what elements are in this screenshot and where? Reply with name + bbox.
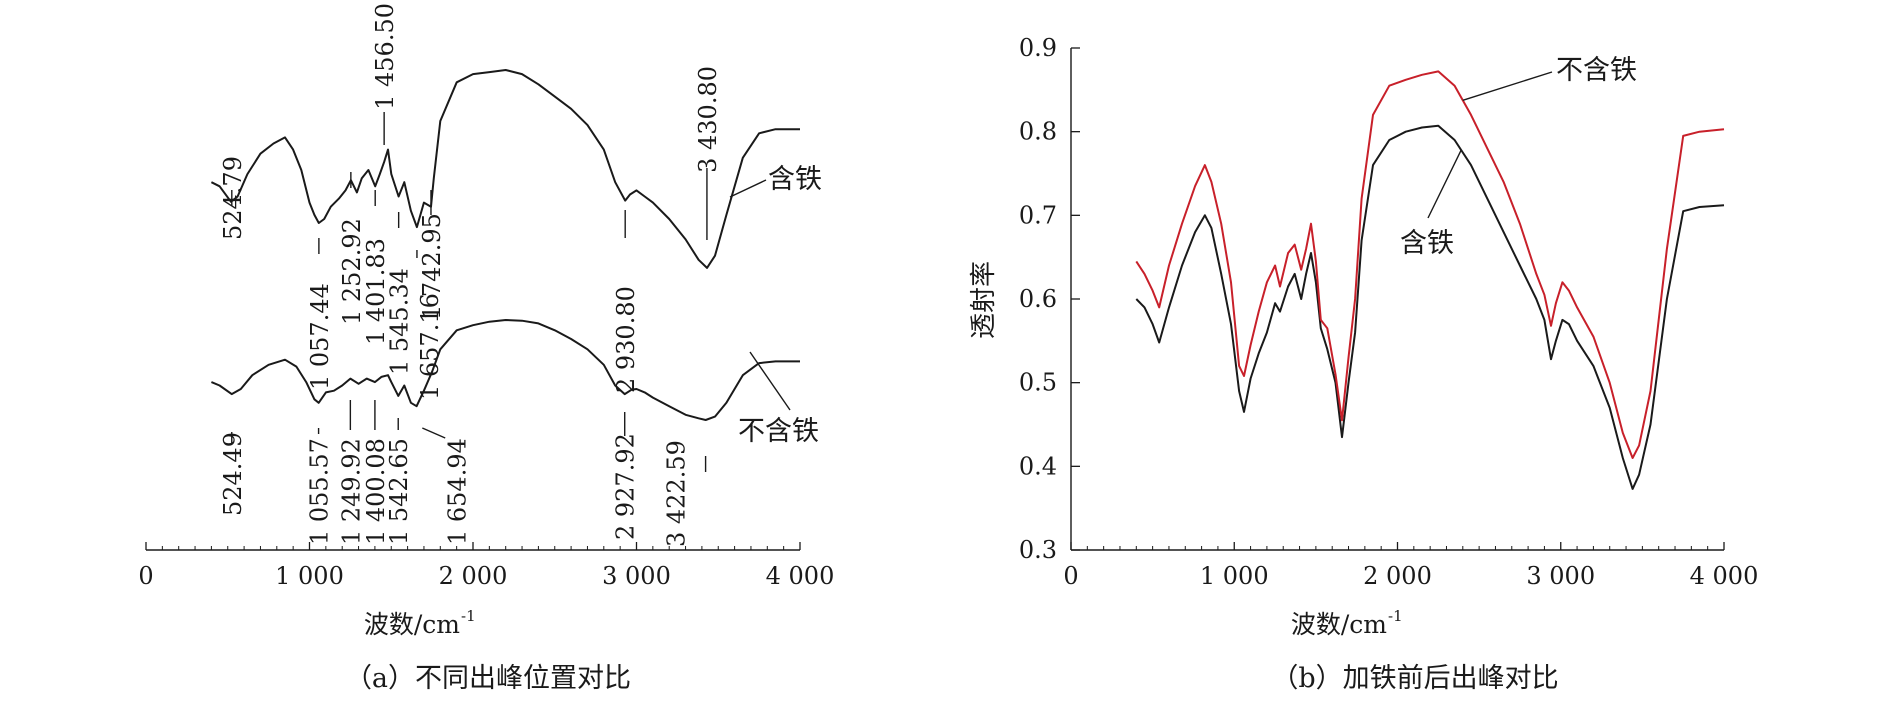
panel-b-series-label-leader — [1427, 149, 1462, 219]
panel-a-peak-label: 3 422.59 — [663, 440, 691, 547]
panel-a-plot: 524.79 1 057.441 252.921 401.83 1 456.50 1 … — [210, 3, 822, 547]
panel-a: 524.79 1 057.441 252.921 401.83 1 456.50 1 … — [138, 3, 834, 694]
panel-a-x-axis-label: 波数/cm -1 — [364, 607, 476, 639]
panel-a-x-ticks: 0 1 000 2 000 3 000 4 000 — [138, 542, 834, 590]
panel-a-peak-label: 1 055.57 — [306, 438, 334, 545]
panel-a-x-tick-label: 3 000 — [602, 562, 671, 590]
panel-b-y-tick-label: 0.3 — [1019, 536, 1057, 564]
panel-a-peak-label: 2 930.80 — [612, 286, 640, 393]
panel-a-peak-label: 2 927.92 — [612, 433, 640, 540]
panel-b-x-tick-label: 0 — [1063, 562, 1078, 590]
panel-a-peak-label: 1 249.92 — [337, 438, 365, 545]
panel-a-series-label-with-iron: 含铁 — [768, 164, 822, 195]
panel-b-x-tick-label: 4 000 — [1690, 562, 1759, 590]
panel-b-series-without-iron — [1135, 70, 1725, 459]
panel-b-x-ticks: 0 1 000 2 000 3 000 4 000 — [1063, 542, 1758, 590]
panel-a-annotation-layer: 524.79 1 057.441 252.921 401.83 1 456.50 1 … — [219, 3, 822, 547]
panel-a-peak-label: 3 430.80 — [694, 66, 722, 173]
panel-a-peak-label: 1 456.50 — [371, 3, 399, 110]
panel-b-y-ticks: 0.3 0.4 0.5 0.6 0.7 0.8 0.9 — [1019, 34, 1080, 564]
panel-b-x-axis-label: 波数/cm -1 — [1291, 607, 1403, 639]
panel-a-x-axis-label-sup: -1 — [461, 607, 476, 625]
panel-a-peak-label: 1 400.08 — [362, 438, 390, 545]
panel-b-series-label-leader — [1462, 71, 1553, 101]
panel-b-x-tick-label: 1 000 — [1200, 562, 1269, 590]
panel-a-series-label-leader — [729, 179, 767, 198]
panel-a-caption: （a）不同出峰位置对比 — [345, 663, 631, 694]
panel-b-y-axis-label: 透射率 — [969, 261, 999, 339]
panel-a-peak-label: 1 742.95 — [418, 213, 446, 320]
panel-a-peak-label: 1 654.94 — [444, 438, 472, 545]
panel-b-x-axis-label-sup: -1 — [1388, 607, 1403, 625]
panel-a-series-without-iron — [211, 319, 800, 421]
panel-b-series-label-without-iron: 不含铁 — [1556, 55, 1637, 86]
panel-b-x-axis-label-text: 波数/cm — [1291, 610, 1387, 639]
panel-a-x-tick-label: 2 000 — [439, 562, 508, 590]
panel-a-series-label-leader — [749, 351, 791, 411]
panel-a-peak-label: 1 545.34 — [386, 268, 414, 375]
panel-a-peak-label: 1 057.44 — [306, 283, 334, 390]
panel-b-y-tick-label: 0.4 — [1019, 452, 1057, 480]
panel-b-y-tick-label: 0.8 — [1019, 118, 1057, 146]
panel-b-series-layer — [1135, 70, 1725, 490]
panel-b-caption: （b）加铁前后出峰对比 — [1271, 663, 1558, 694]
panel-a-x-axis-label-text: 波数/cm — [364, 610, 460, 639]
panel-b-series-label-with-iron: 含铁 — [1400, 228, 1454, 259]
panel-a-peak-label: 1 252.92 — [338, 218, 366, 325]
panel-a-x-tick-label: 1 000 — [275, 562, 344, 590]
panel-a-series-layer — [210, 69, 800, 421]
panel-a-peak-label: 1 401.83 — [362, 238, 390, 345]
panel-a-x-tick-label: 4 000 — [766, 562, 835, 590]
panel-b-y-tick-label: 0.9 — [1019, 34, 1057, 62]
panel-b-x-tick-label: 3 000 — [1526, 562, 1595, 590]
panel-a-peak-label: 1 542.65 — [385, 438, 413, 545]
panel-a-series-with-iron — [210, 69, 800, 269]
panel-b-y-tick-label: 0.5 — [1019, 369, 1057, 397]
panel-b-x-tick-label: 2 000 — [1363, 562, 1432, 590]
panel-a-series-label-without-iron: 不含铁 — [738, 416, 819, 447]
panel-a-peak-label: 524.79 — [219, 156, 247, 240]
panel-a-peak-label: 1 657.16 — [416, 293, 444, 400]
panel-b-y-tick-label: 0.7 — [1019, 201, 1057, 229]
panel-a-peak-label: 524.49 — [219, 432, 247, 516]
panel-b-y-tick-label: 0.6 — [1019, 285, 1057, 313]
panel-a-peak-leader — [422, 427, 446, 439]
panel-a-x-tick-label: 0 — [138, 562, 153, 590]
panel-b-series-with-iron — [1135, 124, 1725, 490]
